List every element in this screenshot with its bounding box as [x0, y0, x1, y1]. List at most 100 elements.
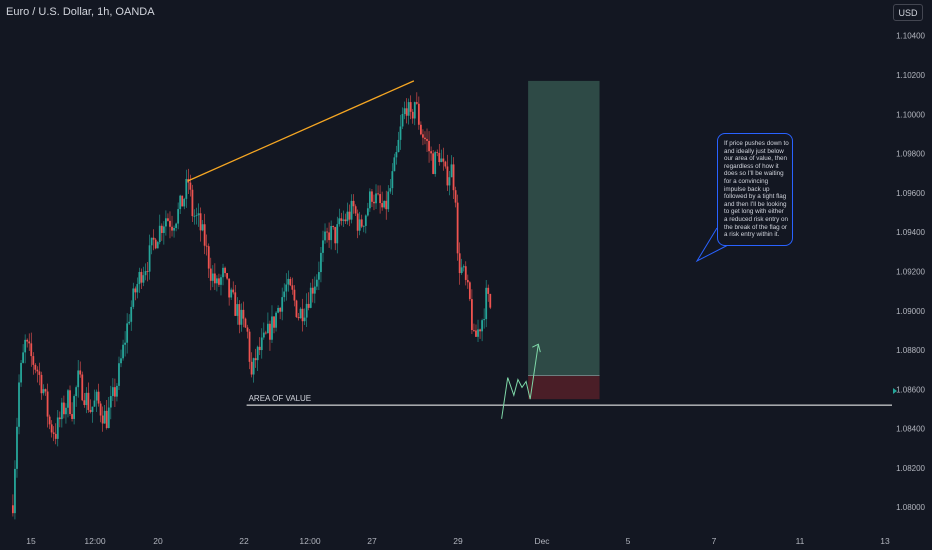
candle-body: [34, 364, 37, 370]
candle: [154, 238, 157, 250]
candle: [438, 143, 441, 166]
candle: [362, 225, 365, 233]
candle-body: [305, 303, 308, 318]
candle: [454, 186, 457, 208]
candle-body: [477, 329, 479, 337]
candle: [91, 406, 94, 423]
candle: [338, 208, 341, 227]
candle: [295, 299, 298, 319]
candle: [324, 223, 326, 244]
candle: [50, 420, 53, 438]
candle-body: [450, 164, 453, 178]
candle: [101, 406, 104, 432]
candle-body: [328, 232, 330, 241]
candle: [85, 387, 88, 414]
candle-body: [140, 271, 143, 283]
candle-body: [65, 407, 67, 415]
candle-body: [211, 273, 214, 281]
x-tick-label: 13: [880, 536, 890, 546]
candle-body: [199, 213, 202, 231]
candle: [448, 171, 451, 196]
candle: [20, 360, 22, 387]
candle: [334, 226, 337, 251]
candle: [222, 263, 224, 286]
candle-body: [326, 231, 328, 233]
candle: [318, 261, 320, 290]
candle-body: [150, 237, 153, 246]
candle-body: [234, 292, 237, 316]
candle-body: [260, 337, 263, 351]
candle-body: [24, 339, 27, 353]
candle: [42, 384, 45, 396]
candle: [291, 277, 294, 295]
candle: [289, 276, 292, 287]
candle: [79, 361, 82, 378]
currency-button[interactable]: USD: [893, 4, 923, 21]
candle-body: [67, 390, 69, 408]
candle-body: [322, 240, 324, 253]
candle-body: [318, 272, 320, 280]
candle: [432, 149, 435, 175]
candle-body: [75, 387, 78, 397]
candle-body: [52, 432, 55, 434]
candle: [328, 222, 330, 248]
candle-body: [177, 209, 180, 224]
candle: [87, 382, 90, 413]
candle-body: [128, 321, 131, 324]
candle: [134, 286, 137, 301]
candle: [471, 289, 473, 334]
x-tick-label: Dec: [534, 536, 550, 546]
candle: [150, 237, 153, 255]
candle-body: [148, 245, 151, 272]
candle-body: [342, 219, 345, 221]
candle: [460, 258, 463, 275]
candle-body: [273, 316, 275, 328]
candle-body: [434, 152, 437, 174]
candle: [18, 374, 20, 435]
candle: [203, 213, 206, 255]
candle-body: [250, 361, 253, 375]
candle: [273, 316, 275, 334]
candle: [89, 399, 92, 414]
candle: [250, 352, 253, 378]
candle-body: [262, 332, 265, 338]
candle: [242, 301, 245, 328]
candle: [254, 348, 257, 368]
candle-body: [422, 134, 424, 138]
candle-body: [287, 278, 290, 285]
candle-body: [240, 309, 243, 325]
candle-body: [226, 273, 228, 279]
candle-body: [277, 307, 279, 313]
x-tick-label: 11: [796, 536, 805, 546]
candle: [387, 185, 390, 213]
candle: [201, 220, 204, 232]
candle-body: [93, 400, 96, 407]
candle-body: [73, 396, 75, 419]
candle: [401, 107, 404, 130]
candle-body: [426, 139, 428, 141]
candle: [424, 131, 426, 145]
candle-body: [162, 226, 165, 233]
candle: [464, 261, 467, 286]
x-tick-label: 20: [153, 536, 163, 546]
candle-body: [14, 468, 16, 514]
candle: [354, 204, 357, 216]
candle: [234, 284, 237, 317]
candle: [238, 300, 241, 334]
candle: [409, 95, 412, 120]
candle: [456, 194, 459, 261]
candle: [144, 263, 147, 281]
candle-body: [130, 306, 133, 322]
candle-body: [454, 190, 457, 203]
candle-body: [22, 352, 24, 363]
candle: [244, 317, 247, 329]
candle: [58, 411, 61, 428]
candle: [205, 234, 208, 256]
candle-body: [483, 319, 486, 321]
candle-body: [191, 189, 194, 217]
candle: [73, 394, 75, 425]
candle-body: [242, 309, 245, 319]
candle-body: [246, 327, 249, 332]
candle-body: [473, 330, 475, 331]
